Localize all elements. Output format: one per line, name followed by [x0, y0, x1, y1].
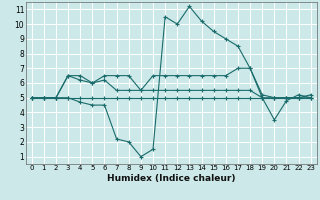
- X-axis label: Humidex (Indice chaleur): Humidex (Indice chaleur): [107, 174, 236, 183]
